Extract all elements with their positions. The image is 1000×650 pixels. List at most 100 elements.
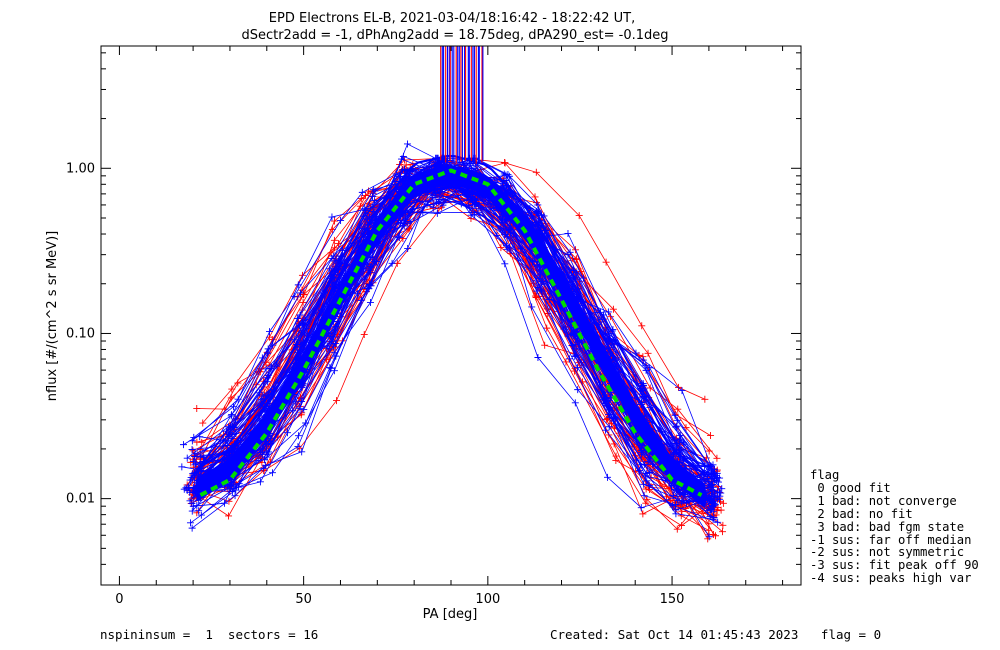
red-data-point	[646, 384, 654, 392]
red-data-point	[638, 322, 646, 330]
blue-data-point	[649, 460, 657, 468]
blue-data-point	[714, 478, 722, 486]
blue-band-line	[196, 173, 706, 495]
red-data-point	[360, 330, 368, 338]
blue-data-point	[506, 222, 514, 230]
red-data-point	[575, 212, 583, 220]
blue-data-point	[332, 339, 340, 347]
blue-data-point	[646, 403, 654, 411]
blue-data-point	[327, 337, 335, 345]
blue-band-line	[196, 186, 706, 508]
blue-data-point	[195, 507, 203, 515]
blue-data-point	[579, 274, 587, 282]
legend-line: 3 bad: bad fgm state	[810, 519, 965, 534]
red-data-point	[643, 495, 651, 503]
legend-line: 0 good fit	[810, 480, 891, 495]
red-data-point	[711, 532, 719, 540]
blue-data-point	[564, 229, 572, 237]
blue-data-point	[296, 289, 304, 297]
blue-data-point	[231, 492, 239, 500]
blue-data-point	[573, 269, 581, 277]
footer-left: nspininsum = 1 sectors = 16	[100, 627, 319, 642]
blue-data-point	[436, 160, 444, 168]
blue-data-point	[470, 165, 478, 173]
blue-data-point	[639, 380, 647, 388]
blue-data-point	[501, 260, 509, 268]
blue-data-point	[503, 233, 511, 241]
blue-data-point	[602, 426, 610, 434]
blue-data-point	[226, 423, 234, 431]
blue-data-point	[404, 245, 412, 253]
red-data-point	[719, 499, 727, 507]
blue-data-point	[538, 211, 546, 219]
red-data-point	[193, 438, 201, 446]
red-data-point	[298, 286, 306, 294]
blue-data-point	[196, 453, 204, 461]
red-data-point	[193, 404, 201, 412]
blue-data-point	[189, 470, 197, 478]
blue-band-line	[196, 176, 706, 498]
blue-data-point	[337, 216, 345, 224]
red-data-point	[497, 244, 505, 252]
red-data-point	[532, 168, 540, 176]
red-data-point	[678, 522, 686, 530]
red-data-point	[673, 525, 681, 533]
x-tick-label: 100	[475, 592, 500, 607]
red-data-point	[677, 512, 685, 520]
blue-data-point	[229, 403, 237, 411]
blue-data-point	[435, 198, 443, 206]
blue-data-point	[574, 386, 582, 394]
blue-data-point	[569, 332, 577, 340]
blue-data-point	[467, 211, 475, 219]
blue-data-point	[429, 203, 437, 211]
blue-data-point	[533, 277, 541, 285]
blue-data-point	[259, 445, 267, 453]
blue-data-point	[264, 378, 272, 386]
red-data-point	[541, 341, 549, 349]
blue-data-point	[298, 398, 306, 406]
blue-data-point	[534, 354, 542, 362]
blue-band-line	[196, 175, 706, 497]
blue-data-point	[500, 170, 508, 178]
blue-data-point	[256, 478, 264, 486]
red-data-point	[543, 324, 551, 332]
blue-data-point	[545, 295, 553, 303]
legend-line: 1 bad: not converge	[810, 493, 957, 508]
blue-data-point	[294, 432, 302, 440]
blue-band-line	[196, 178, 706, 500]
blue-data-point	[403, 140, 411, 148]
blue-data-point	[197, 511, 205, 519]
blue-data-point	[498, 216, 506, 224]
red-data-point	[707, 432, 715, 440]
y-axis-label: nflux [#/(cm^2 s sr MeV)]	[45, 231, 60, 401]
red-data-point	[644, 349, 652, 357]
blue-data-point	[718, 485, 726, 493]
blue-data-point	[266, 328, 274, 336]
blue-data-point	[599, 396, 607, 404]
blue-data-point	[639, 394, 647, 402]
blue-data-point	[707, 506, 715, 514]
blue-band-line	[196, 175, 706, 497]
blue-data-point	[468, 192, 476, 200]
blue-data-point	[674, 497, 682, 505]
blue-data-point	[710, 514, 718, 522]
legend-line: -4 sus: peaks high var	[810, 571, 972, 586]
blue-data-point	[190, 469, 198, 477]
red-data-point	[331, 244, 339, 252]
blue-data-point	[265, 448, 273, 456]
blue-data-point	[603, 395, 611, 403]
red-data-point	[225, 497, 233, 505]
legend-line: -2 sus: not symmetric	[810, 545, 965, 560]
blue-data-point	[259, 391, 267, 399]
blue-data-point	[709, 461, 717, 469]
red-data-point	[298, 271, 306, 279]
blue-data-point	[262, 461, 270, 469]
blue-data-point	[467, 195, 475, 203]
blue-data-point	[535, 261, 543, 269]
y-tick-label: 1.00	[66, 161, 95, 176]
blue-data-point	[642, 366, 650, 374]
red-data-point	[609, 305, 617, 313]
blue-data-point	[188, 507, 196, 515]
legend-line: -1 sus: far off median	[810, 532, 972, 547]
